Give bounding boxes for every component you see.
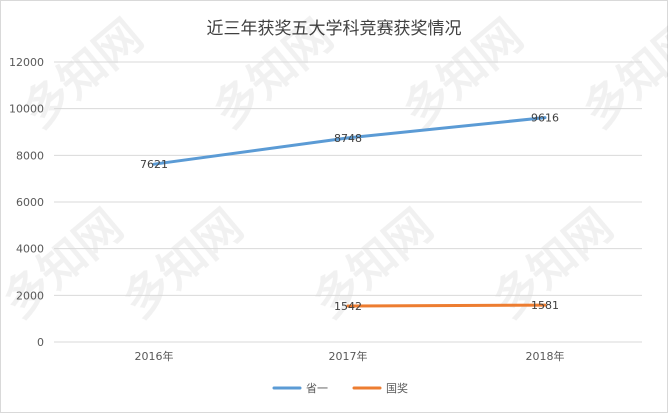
y-axis: 0 2000 4000 6000 8000 10000 12000 <box>9 56 44 349</box>
y-tick-label: 4000 <box>16 243 44 256</box>
y-tick-label: 2000 <box>16 289 44 302</box>
y-tick-label: 8000 <box>16 149 44 162</box>
legend-label: 国奖 <box>386 381 408 395</box>
x-axis: 2016年 2017年 2018年 <box>135 349 565 363</box>
gridlines <box>54 61 642 343</box>
watermark-text: 多知网 <box>112 198 252 328</box>
watermark-text: 多知网 <box>202 8 342 138</box>
watermark-text: 多知网 <box>392 8 532 138</box>
y-tick-label: 12000 <box>9 56 44 69</box>
watermark-text: 多知网 <box>302 198 442 328</box>
data-label: 1542 <box>334 300 362 313</box>
watermark-text: 多知网 <box>572 8 668 138</box>
y-tick-label: 10000 <box>9 103 44 116</box>
chart-title: 近三年获奖五大学科竞赛获奖情况 <box>206 19 462 39</box>
series-line <box>346 303 547 308</box>
legend-label: 省一 <box>306 382 328 395</box>
data-label: 9616 <box>531 112 559 125</box>
y-tick-label: 0 <box>37 336 44 349</box>
data-labels: 7621 8748 9616 1542 1581 <box>140 112 559 313</box>
series-line <box>152 116 547 166</box>
x-tick-label: 2016年 <box>135 349 174 363</box>
series-layer <box>152 116 547 308</box>
data-label: 8748 <box>334 132 362 145</box>
x-tick-label: 2017年 <box>329 349 368 363</box>
watermark-text: 多知网 <box>12 8 152 138</box>
y-tick-label: 6000 <box>16 196 44 209</box>
watermark-text: 多知网 <box>0 198 133 328</box>
x-tick-label: 2018年 <box>526 349 565 363</box>
legend: 省一 国奖 <box>272 381 408 395</box>
data-label: 7621 <box>140 158 168 171</box>
data-label: 1581 <box>531 299 559 312</box>
